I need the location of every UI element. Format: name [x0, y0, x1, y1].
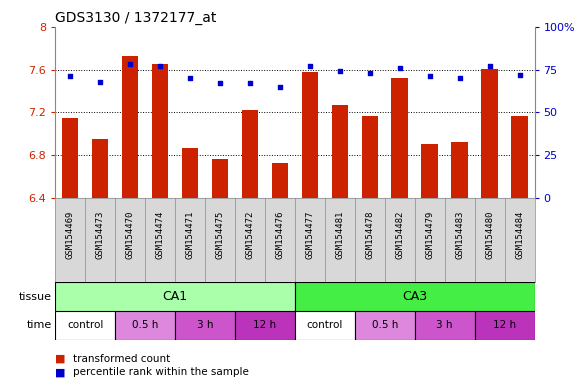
Bar: [392, 78, 408, 198]
Point: [395, 65, 404, 71]
Bar: [302, 72, 318, 198]
Text: tissue: tissue: [19, 291, 52, 302]
Text: 0.5 h: 0.5 h: [132, 320, 158, 331]
Bar: [152, 64, 168, 198]
Point: [425, 73, 435, 79]
Point: [275, 84, 285, 90]
Point: [185, 75, 195, 81]
Bar: [62, 118, 78, 198]
Text: GSM154478: GSM154478: [365, 210, 374, 259]
Text: 12 h: 12 h: [493, 320, 516, 331]
Text: GSM154474: GSM154474: [156, 210, 164, 259]
Text: GSM154481: GSM154481: [335, 210, 345, 259]
Point: [66, 73, 75, 79]
Point: [335, 68, 345, 74]
Bar: [295, 311, 355, 340]
Text: GSM154476: GSM154476: [275, 210, 284, 259]
Text: GSM154471: GSM154471: [185, 210, 195, 259]
Text: GSM154483: GSM154483: [455, 210, 464, 259]
Text: percentile rank within the sample: percentile rank within the sample: [73, 367, 249, 377]
Bar: [272, 162, 288, 198]
Text: GSM154473: GSM154473: [96, 210, 105, 259]
Bar: [475, 311, 535, 340]
Text: CA3: CA3: [402, 290, 427, 303]
Text: ■: ■: [55, 354, 66, 364]
Bar: [361, 116, 378, 198]
Bar: [415, 311, 475, 340]
Bar: [122, 56, 138, 198]
Point: [455, 75, 464, 81]
Point: [216, 80, 225, 86]
Point: [365, 70, 374, 76]
Text: GSM154472: GSM154472: [245, 210, 254, 259]
Bar: [451, 142, 468, 198]
Point: [125, 61, 135, 68]
Bar: [421, 144, 438, 198]
Text: 3 h: 3 h: [436, 320, 453, 331]
Bar: [92, 139, 109, 198]
Text: control: control: [67, 320, 103, 331]
Bar: [235, 311, 295, 340]
Text: GSM154482: GSM154482: [395, 210, 404, 259]
Point: [245, 80, 254, 86]
Text: GDS3130 / 1372177_at: GDS3130 / 1372177_at: [55, 11, 217, 25]
Text: GSM154479: GSM154479: [425, 210, 434, 259]
Bar: [182, 147, 198, 198]
Point: [485, 63, 494, 69]
Text: GSM154475: GSM154475: [216, 210, 224, 259]
Text: CA1: CA1: [163, 290, 188, 303]
Bar: [175, 311, 235, 340]
Text: time: time: [27, 320, 52, 331]
Text: transformed count: transformed count: [73, 354, 170, 364]
Bar: [295, 282, 535, 311]
Text: GSM154469: GSM154469: [66, 210, 75, 259]
Text: GSM154470: GSM154470: [125, 210, 135, 259]
Bar: [481, 68, 498, 198]
Bar: [55, 311, 115, 340]
Bar: [242, 110, 258, 198]
Text: ■: ■: [55, 367, 66, 377]
Bar: [355, 311, 415, 340]
Text: GSM154477: GSM154477: [306, 210, 314, 259]
Bar: [511, 116, 528, 198]
Text: 0.5 h: 0.5 h: [371, 320, 398, 331]
Point: [95, 78, 105, 84]
Bar: [55, 282, 295, 311]
Text: 12 h: 12 h: [253, 320, 277, 331]
Point: [305, 63, 314, 69]
Text: 3 h: 3 h: [197, 320, 213, 331]
Text: control: control: [307, 320, 343, 331]
Bar: [115, 311, 175, 340]
Point: [155, 63, 164, 69]
Point: [515, 72, 524, 78]
Text: GSM154480: GSM154480: [485, 210, 494, 259]
Bar: [211, 159, 228, 198]
Text: GSM154484: GSM154484: [515, 210, 524, 259]
Bar: [332, 105, 348, 198]
